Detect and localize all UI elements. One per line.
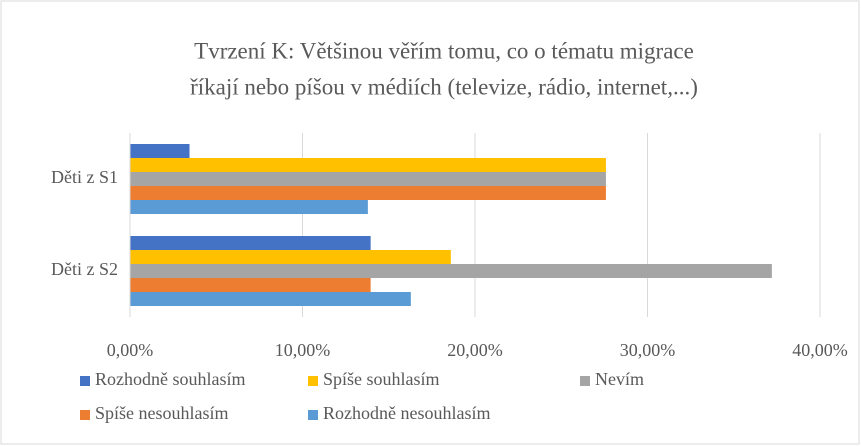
bar: [130, 158, 606, 172]
bar: [130, 200, 368, 214]
legend-label: Spíše nesouhlasím: [95, 403, 229, 423]
chart-title: říkají nebo píšou v médiích (televize, r…: [190, 74, 698, 99]
legend-marker: [80, 376, 90, 386]
bar: [130, 250, 451, 264]
x-tick-label: 30,00%: [620, 340, 676, 360]
legend-marker: [580, 376, 590, 386]
x-tick-label: 20,00%: [447, 340, 503, 360]
bar: [130, 172, 606, 186]
chart-title: Tvrzení K: Většinou věřím tomu, co o tém…: [194, 38, 694, 63]
legend-marker: [80, 410, 90, 420]
bar: [130, 278, 371, 292]
x-tick-label: 0,00%: [107, 340, 154, 360]
bar: [130, 292, 411, 306]
legend-marker: [308, 410, 318, 420]
bar: [130, 236, 371, 250]
legend-label: Nevím: [595, 369, 644, 389]
bar: [130, 144, 190, 158]
y-tick-label: Děti z S1: [51, 167, 118, 187]
legend-label: Spíše souhlasím: [323, 369, 440, 389]
x-tick-label: 10,00%: [275, 340, 331, 360]
legend-label: Rozhodně nesouhlasím: [323, 403, 490, 423]
bar: [130, 186, 606, 200]
legend-marker: [308, 376, 318, 386]
x-tick-label: 40,00%: [792, 340, 848, 360]
bar: [130, 264, 772, 278]
y-tick-label: Děti z S2: [51, 259, 118, 279]
legend-label: Rozhodně souhlasím: [95, 369, 246, 389]
